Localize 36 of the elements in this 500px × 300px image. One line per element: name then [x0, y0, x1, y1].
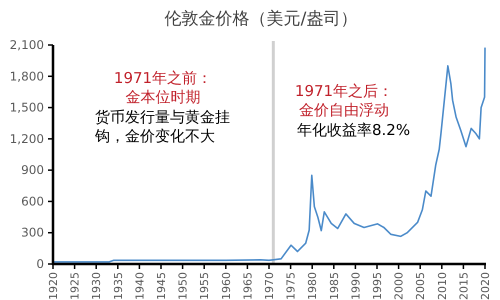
x-tick-label: 2005: [414, 272, 428, 300]
x-tick-label: 1965: [241, 272, 254, 300]
x-tick-label: 2000: [392, 272, 406, 300]
y-tick-label: 1,200: [10, 132, 44, 146]
x-tick-label: 2010: [436, 272, 449, 300]
y-tick-label: 600: [21, 194, 44, 208]
x-tick-label: 1950: [176, 272, 190, 300]
y-tick-label: 0: [36, 257, 44, 271]
x-tick-label: 1970: [263, 272, 276, 300]
x-tick-label: 1935: [112, 272, 125, 300]
x-tick-label: 1930: [90, 272, 104, 300]
x-tick-label: 1920: [47, 272, 60, 300]
annotation: 1971年之前：: [112, 69, 214, 88]
annotation: 金本位时期: [124, 88, 202, 107]
y-tick-label: 1,800: [10, 69, 44, 84]
y-tick-label: 300: [21, 226, 44, 240]
annotation: 年化收益率8.2%: [297, 121, 412, 140]
x-tick-label: 1990: [349, 272, 362, 300]
y-tick-label: 2,100: [10, 38, 44, 52]
x-tick-label: 1945: [155, 272, 168, 300]
annotation: 货币发行量与黄金挂钩，金价变化不大: [95, 108, 231, 146]
x-tick-label: 1995: [371, 272, 384, 300]
x-tick-label: 1960: [220, 272, 233, 300]
annotation: 金价自由浮动: [298, 101, 390, 120]
x-tick-label: 1980: [306, 272, 320, 300]
y-tick-label: 900: [21, 163, 44, 178]
annotation: 1971年之后：: [294, 82, 394, 101]
x-tick-label: 2020: [479, 272, 492, 300]
x-tick-label: 1975: [284, 272, 298, 300]
y-tick-label: 1,500: [10, 100, 44, 115]
chart-title: 伦敦金价格（美元/盎司）: [164, 9, 358, 29]
x-tick-label: 1955: [198, 272, 212, 300]
x-tick-label: 2015: [457, 272, 470, 300]
x-tick-label: 1925: [68, 272, 82, 300]
x-tick-label: 1940: [133, 272, 146, 300]
x-tick-label: 1985: [328, 272, 341, 300]
